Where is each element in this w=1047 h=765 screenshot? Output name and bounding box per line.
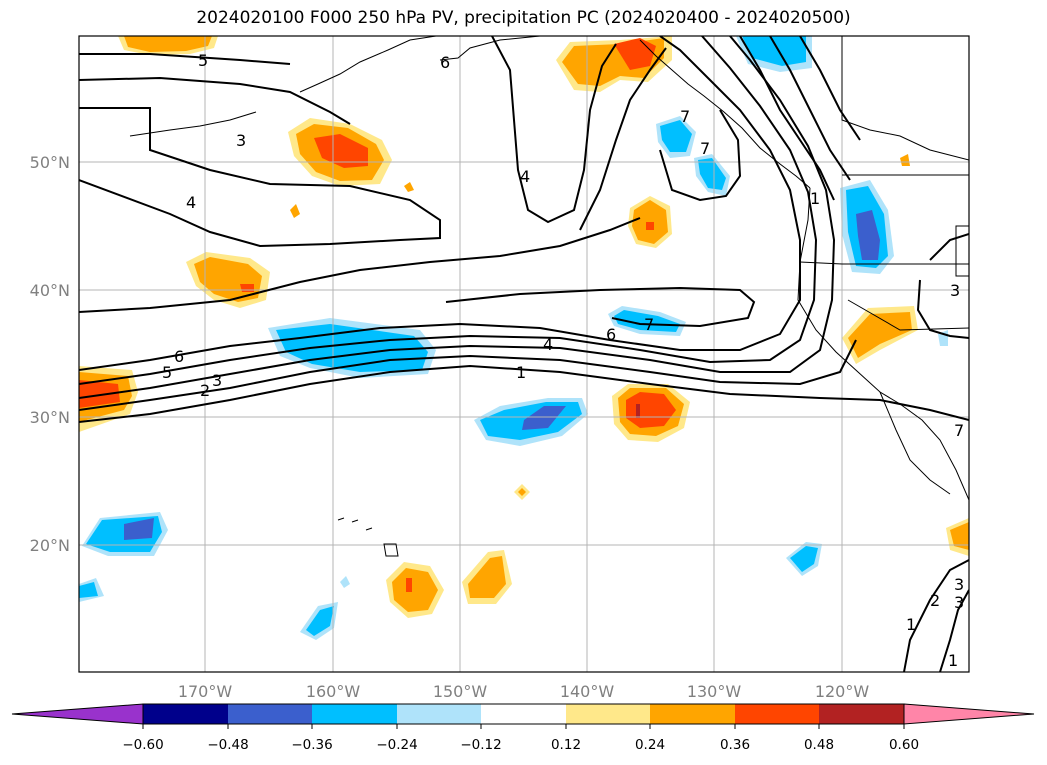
lon-label: 120°W <box>815 682 870 701</box>
contour-label: 1 <box>810 189 820 208</box>
colorbar-segment <box>312 704 397 724</box>
contour-label: 7 <box>680 107 690 126</box>
figure-title: 2024020100 F000 250 hPa PV, precipitatio… <box>196 8 851 28</box>
colorbar-segment <box>397 704 481 724</box>
colorbar-segment <box>650 704 735 724</box>
colorbar: −0.60 −0.48 −0.36 −0.24 −0.12 0.12 0.24 … <box>11 703 1035 753</box>
contour-label: 4 <box>520 167 530 186</box>
contour-label: 6 <box>174 347 184 366</box>
contour-label: 7 <box>954 421 964 440</box>
contour-label: 6 <box>606 325 616 344</box>
colorbar-tick-label: −0.60 <box>122 737 163 753</box>
contour-label: 7 <box>644 315 654 334</box>
colorbar-tick-label: 0.36 <box>720 737 750 753</box>
colorbar-extend-low <box>11 703 144 725</box>
lat-label: 20°N <box>30 536 70 555</box>
contour-label: 6 <box>440 53 450 72</box>
lat-label: 30°N <box>30 408 70 427</box>
contour-label: 4 <box>543 335 553 354</box>
contour-label: 5 <box>162 363 172 382</box>
colorbar-tick-label: −0.48 <box>207 737 248 753</box>
colorbar-tick-label: 0.60 <box>889 737 919 753</box>
contour-label: 3 <box>236 131 246 150</box>
lat-label: 40°N <box>30 281 70 300</box>
lon-label: 140°W <box>560 682 615 701</box>
colorbar-tick-label: 0.48 <box>804 737 834 753</box>
pv-contours <box>79 36 969 672</box>
colorbar-segment <box>481 704 566 724</box>
lon-label: 130°W <box>687 682 742 701</box>
colorbar-segment <box>566 704 650 724</box>
contour-label: 3 <box>950 281 960 300</box>
contour-label: 3 <box>212 371 222 390</box>
colorbar-segment <box>143 704 228 724</box>
contour-label: 1 <box>906 615 916 634</box>
contour-label: 2 <box>200 381 210 400</box>
colorbar-segment <box>228 704 312 724</box>
map-plot-area: 5 6 3 4 4 7 7 1 6 5 3 2 4 1 6 7 3 3 1 2 … <box>79 36 969 672</box>
lat-label: 50°N <box>30 153 70 172</box>
contour-label: 3 <box>954 575 964 594</box>
contour-label: 1 <box>948 651 958 670</box>
colorbar-tick-label: −0.12 <box>460 737 501 753</box>
contour-label: 1 <box>516 363 526 382</box>
colorbar-tick-label: −0.36 <box>291 737 332 753</box>
colorbar-extend-high <box>903 703 1035 725</box>
colorbar-frame <box>142 703 905 725</box>
lon-label: 150°W <box>433 682 488 701</box>
contour-label: 4 <box>186 193 196 212</box>
contour-label: 2 <box>930 591 940 610</box>
contour-label: 7 <box>700 139 710 158</box>
colorbar-tick-label: 0.12 <box>551 737 581 753</box>
coastlines <box>129 36 969 557</box>
contour-label: 3 <box>954 593 964 612</box>
contour-labels: 5 6 3 4 4 7 7 1 6 5 3 2 4 1 6 7 3 3 1 2 … <box>162 51 964 670</box>
colorbar-tick-label: 0.24 <box>635 737 665 753</box>
contour-label: 5 <box>198 51 208 70</box>
colorbar-segment <box>819 704 904 724</box>
map-gridlines <box>79 36 969 672</box>
lon-label: 170°W <box>178 682 233 701</box>
latitude-labels: 50°N 40°N 30°N 20°N <box>30 153 70 555</box>
longitude-labels: 170°W 160°W 150°W 140°W 130°W 120°W <box>178 682 870 701</box>
map-frame <box>78 35 970 673</box>
colorbar-segment <box>735 704 819 724</box>
colorbar-tick-label: −0.24 <box>376 737 417 753</box>
lon-label: 160°W <box>306 682 361 701</box>
